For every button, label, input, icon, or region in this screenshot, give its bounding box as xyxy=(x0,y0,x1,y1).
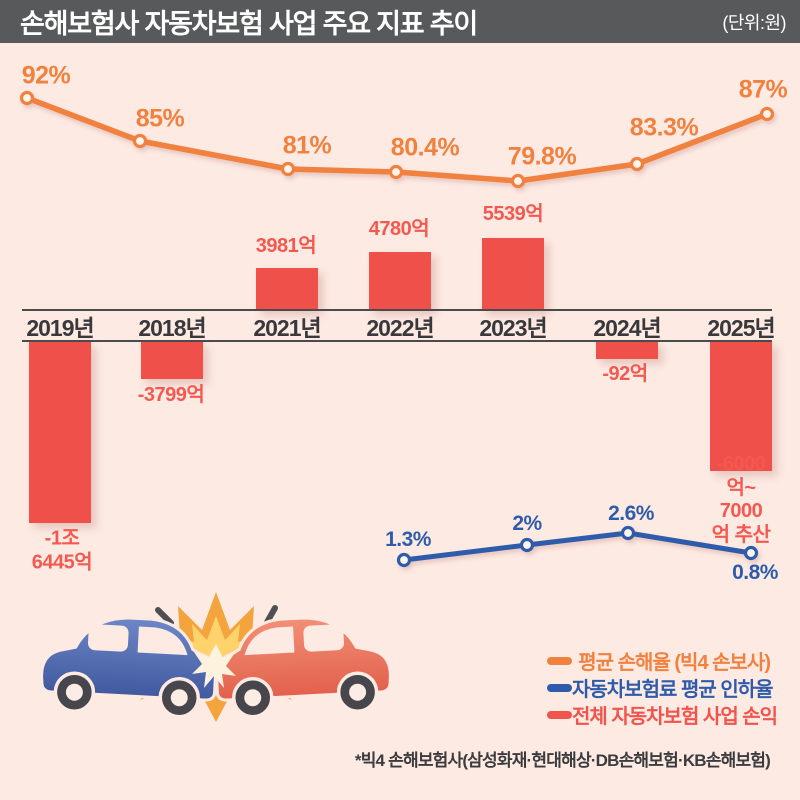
year-label-2024년: 2024년 xyxy=(593,315,661,341)
bar-value-label: 4780억 xyxy=(368,218,430,241)
avg-loss-ratio-point xyxy=(132,133,148,149)
avg-loss-ratio-point xyxy=(629,156,645,172)
legend-item-loss-ratio: 평균 손해율 (빅4 손보사) xyxy=(547,647,771,674)
year-label-2021년: 2021년 xyxy=(253,315,321,341)
legend-label: 전체 자동차보험 사업 손익 xyxy=(572,706,778,728)
avg-premium-cut-rate-value-label: 1.3% xyxy=(385,528,431,551)
year-label-2023년: 2023년 xyxy=(479,315,547,341)
unit-label: (단위:원) xyxy=(722,12,786,33)
explosion-core-icon xyxy=(192,644,236,688)
year-label-2025년: 2025년 xyxy=(707,315,775,341)
avg-premium-cut-rate-point xyxy=(519,537,535,553)
avg-loss-ratio-value-label: 79.8% xyxy=(507,142,577,171)
year-label-2018년: 2018년 xyxy=(138,315,206,341)
car-crash-illustration xyxy=(40,592,392,722)
avg-premium-cut-rate-value-label: 0.8% xyxy=(732,561,778,584)
avg-loss-ratio-value-label: 92% xyxy=(21,61,71,90)
blue-car-icon xyxy=(40,616,218,719)
bar-value-label: 5539억 xyxy=(482,203,544,226)
red-bar-swatch-icon xyxy=(547,710,572,719)
avg-loss-ratio-point xyxy=(759,106,775,122)
avg-loss-ratio-point xyxy=(280,161,296,177)
header-bar: 손해보험사 자동차보험 사업 주요 지표 추이 (단위:원) xyxy=(0,0,800,43)
bar-2025년 xyxy=(710,342,772,471)
bar-value-label: 3981억 xyxy=(255,235,317,258)
orange-line-swatch-icon xyxy=(547,656,572,665)
page-title: 손해보험사 자동차보험 사업 주요 지표 추이 xyxy=(20,9,478,39)
year-label-2019년: 2019년 xyxy=(26,315,94,341)
avg-premium-cut-rate-point xyxy=(396,552,412,568)
bar-2024년 xyxy=(596,342,658,359)
bar-2023년 xyxy=(482,238,544,310)
bar-value-label: -3799억 xyxy=(137,384,205,407)
avg-loss-ratio-value-label: 83.3% xyxy=(629,113,699,142)
legend-item-business-profit: 전체 자동차보험 사업 손익 xyxy=(547,701,778,728)
avg-premium-cut-rate-point xyxy=(620,525,636,541)
avg-loss-ratio-value-label: 85% xyxy=(135,104,185,133)
avg-premium-cut-rate-value-label: 2.6% xyxy=(608,502,654,525)
avg-premium-cut-rate-line xyxy=(401,530,754,563)
axis-line-top xyxy=(22,309,772,311)
avg-loss-ratio-value-label: 81% xyxy=(282,131,332,160)
bar-2019년 xyxy=(29,342,91,523)
chart-legend: 평균 손해율 (빅4 손보사) 자동차보험료 평균 인하율 전체 자동차보험 사… xyxy=(547,647,778,728)
bar-value-label: -1조 6445억 xyxy=(31,527,93,573)
axis-line-bottom xyxy=(22,340,772,342)
bar-value-label: -92억 xyxy=(602,363,648,386)
bar-2022년 xyxy=(369,252,431,310)
blue-line-swatch-icon xyxy=(547,683,572,692)
avg-premium-cut-rate-value-label: 2% xyxy=(512,512,542,535)
footnote: *빅4 손해보험사(삼성화재·현대해상·DB손해보험·KB손해보험) xyxy=(354,751,771,770)
legend-item-premium-cut: 자동차보험료 평균 인하율 xyxy=(547,674,774,701)
avg-loss-ratio-value-label: 80.4% xyxy=(390,133,460,162)
avg-loss-ratio-value-label: 87% xyxy=(738,75,788,104)
avg-premium-cut-rate-point xyxy=(743,545,759,561)
red-car-icon xyxy=(214,616,392,719)
bar-value-label: -6000억~ 7000억 추산 xyxy=(711,452,771,546)
year-label-2022년: 2022년 xyxy=(366,315,434,341)
avg-loss-ratio-point xyxy=(510,173,526,189)
bar-2018년 xyxy=(141,342,203,379)
avg-loss-ratio-point xyxy=(19,90,35,106)
bar-2021년 xyxy=(256,268,318,310)
avg-loss-ratio-point xyxy=(388,164,404,180)
legend-label: 자동차보험료 평균 인하율 xyxy=(572,679,774,701)
legend-label: 평균 손해율 (빅4 손보사) xyxy=(578,652,771,674)
